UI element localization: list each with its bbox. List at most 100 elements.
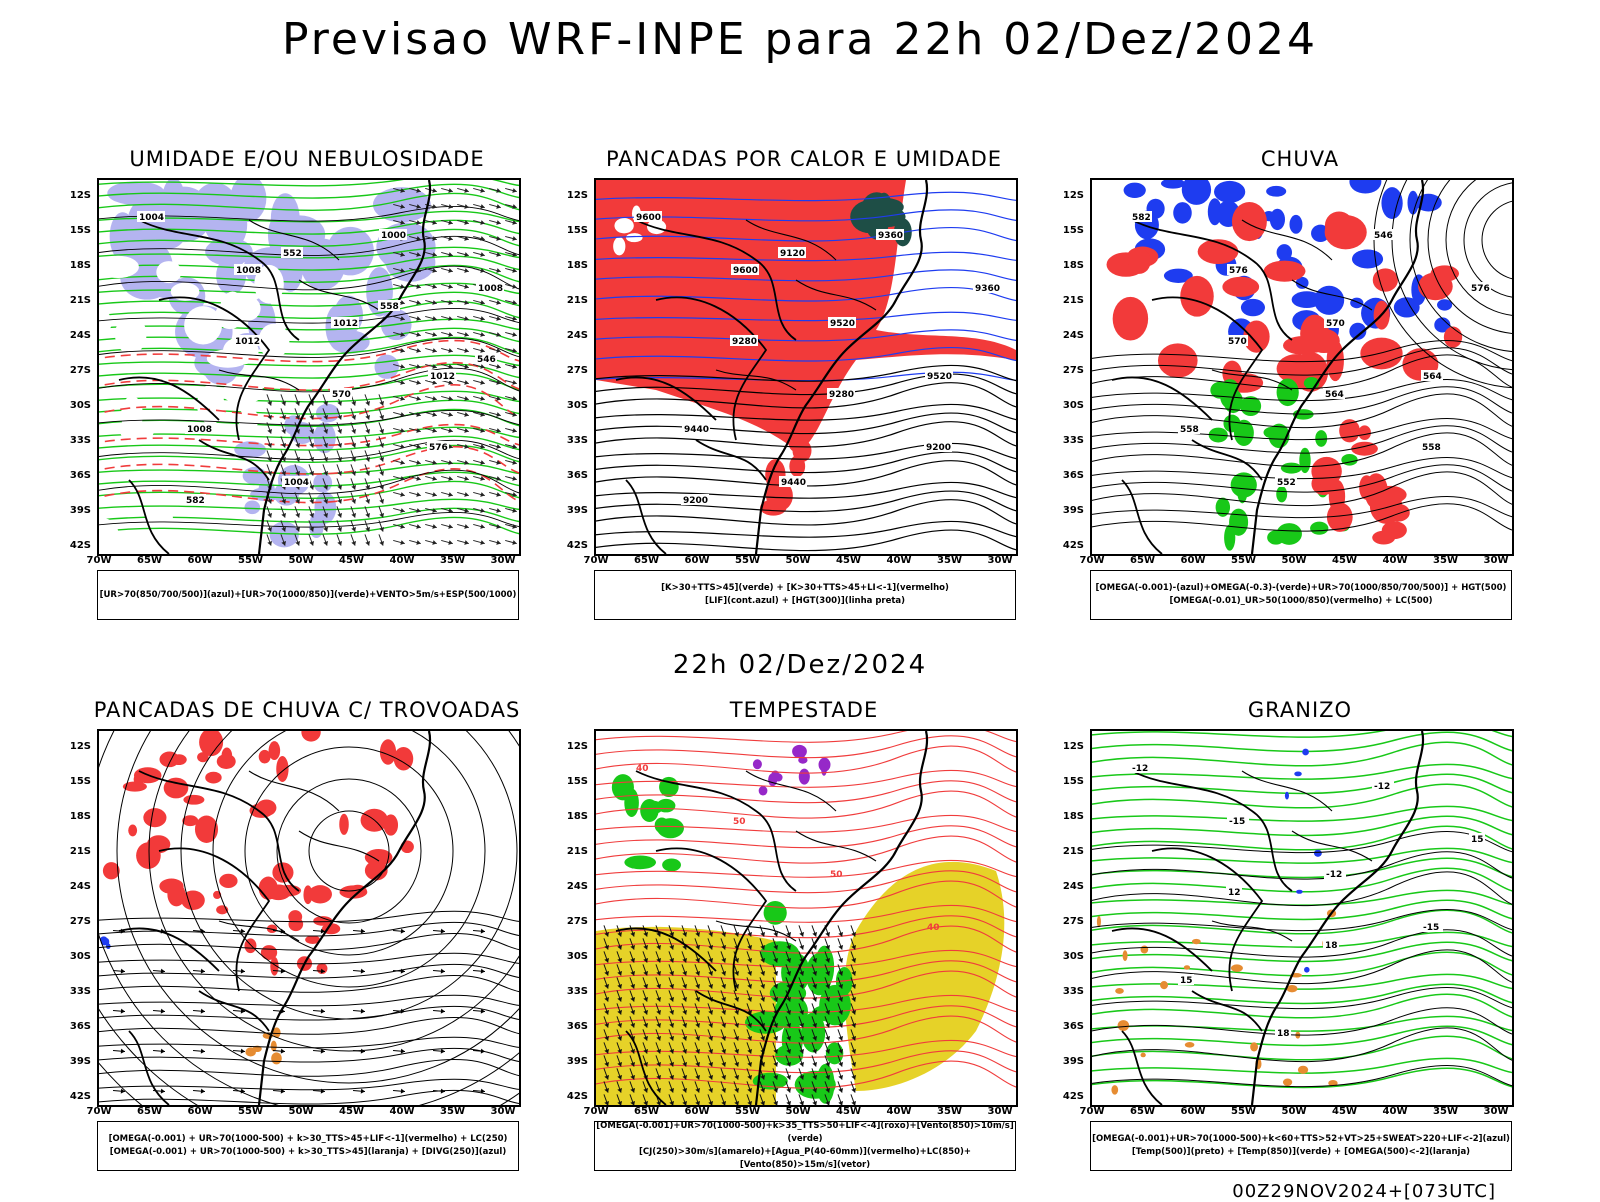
wind-vector (473, 203, 485, 209)
state-borders (218, 770, 380, 942)
humidity-high-levels (161, 180, 186, 233)
wind-vector (393, 187, 405, 193)
contour-label: 558 (1422, 443, 1441, 453)
contour-label-bg (973, 282, 1001, 293)
omega-500-area (1140, 1052, 1146, 1058)
wind-vector (308, 492, 315, 504)
wind-vector-850 (837, 1081, 844, 1093)
wind-vector (322, 520, 329, 532)
streamline-250 (99, 963, 519, 979)
streamline-arrow (232, 968, 246, 974)
wind-vector-850 (837, 1029, 844, 1041)
wind-vector-850 (811, 951, 818, 963)
wind-vector (409, 363, 421, 369)
clear-region (614, 218, 634, 234)
wind-vector (505, 363, 517, 369)
streamline-arrow (432, 928, 446, 934)
panel-1-latitude-axis: 12S 15S 18S 21S 24S 27S 30S 33S 36S 39S 42S (61, 178, 95, 552)
wind-vector-850 (811, 964, 818, 976)
wind-vector (457, 219, 469, 225)
humidity-low-level-contour (99, 471, 519, 487)
wind-vector-850 (824, 990, 831, 1002)
wind-vector (457, 363, 469, 369)
precipitable-water-contour (596, 825, 1016, 849)
wind-vector (393, 523, 405, 529)
wind-vector-850 (668, 1003, 675, 1015)
panel-2-map-svg: 9600 9600 9520 9520 9440 9440 9360 9360 9280 9280… (596, 180, 1016, 554)
temperature-850-contour (1092, 889, 1512, 906)
lat-tick-label: 39S (566, 505, 588, 516)
streamline-arrow (272, 1088, 286, 1094)
wind-vector-850 (616, 1055, 623, 1067)
omega-500-area (1191, 938, 1201, 945)
wind-vector (473, 475, 485, 481)
lon-tick-label: 55W (735, 555, 760, 566)
wind-vector-850 (668, 1055, 675, 1067)
lon-tick-label: 60W (1180, 1106, 1206, 1117)
wind-vector (457, 187, 469, 193)
panel-3-latitude-axis: 12S 15S 18S 21S 24S 27S 30S 33S 36S 39S 42S (1054, 178, 1088, 552)
wind-vector-850 (772, 1094, 779, 1105)
wind-vector (425, 219, 437, 225)
streamline-250 (212, 731, 486, 988)
lon-tick-label: 30W (987, 555, 1013, 566)
precipitable-water-contour (596, 925, 1016, 954)
streamline-arrow (432, 1088, 446, 1094)
lon-tick-label: 50W (288, 1106, 314, 1117)
wind-vector-850 (811, 1068, 818, 1080)
wind-vector-850 (603, 1042, 610, 1054)
wind-vector-850 (642, 1029, 649, 1041)
state-borders (1211, 219, 1373, 391)
streamline-250 (99, 1089, 519, 1105)
wind-vector (393, 539, 405, 545)
wind-vector-850 (642, 1003, 649, 1015)
wind-vector (409, 379, 421, 385)
wind-vector (473, 411, 485, 417)
wind-vector-850 (772, 964, 779, 976)
wind-vector (505, 283, 517, 289)
lat-tick-label: 24S (1062, 330, 1084, 341)
panel-4-latitude-axis: 12S 15S 18S 21S 24S 27S 30S 33S 36S 39S 42S (61, 729, 95, 1103)
contour-label-bg (1275, 1027, 1291, 1038)
lat-tick-label: 15S (1062, 225, 1084, 236)
wind-vector (505, 507, 517, 513)
lon-tick-label: 35W (440, 1106, 465, 1117)
wind-vector (409, 395, 421, 401)
temperature-500-contour (1092, 871, 1512, 907)
clear-region (613, 237, 626, 256)
lon-tick-label: 45W (1332, 1106, 1357, 1117)
wind-vector (393, 251, 405, 257)
wind-vector-850 (759, 1094, 766, 1105)
precipitable-water-contour (596, 994, 1016, 1013)
wind-vector-850 (629, 964, 636, 976)
wind-vector (473, 363, 485, 369)
wind-vector (266, 408, 273, 420)
thunderstorm-area (146, 835, 171, 854)
wind-vector (441, 411, 453, 417)
precipitable-water-contour (596, 904, 1016, 923)
temperature-850-contour (1092, 783, 1512, 809)
wind-vector-850 (785, 1055, 792, 1067)
temperature-500-contour (1092, 851, 1512, 880)
streamline-arrow (392, 928, 406, 934)
omega-500-area (1115, 987, 1124, 994)
wind-vector-850 (733, 925, 740, 937)
wind-vector-850 (616, 1094, 623, 1105)
wind-vector-850 (811, 925, 818, 937)
streamline-250 (244, 746, 454, 956)
wind-vector (336, 436, 343, 448)
precipitable-water-contour (596, 735, 1016, 759)
streamline-arrow (352, 968, 366, 974)
omega-ascent-area (1266, 185, 1287, 197)
wind-vector (505, 235, 517, 241)
wind-vector-850 (850, 1068, 857, 1080)
contour-label: 9280 (732, 337, 757, 347)
wind-vector (505, 347, 517, 353)
lon-tick-label: 60W (684, 1106, 710, 1117)
country-borders (615, 219, 797, 554)
wind-vector (505, 539, 517, 545)
contour-label: 1000 (381, 231, 406, 241)
wind-vector-850 (837, 1055, 844, 1067)
legend-line: [CJ(250)>30m/s](amarelo)+[Agua_P(40-60mm… (638, 1147, 972, 1170)
lon-tick-label: 55W (1231, 555, 1256, 566)
